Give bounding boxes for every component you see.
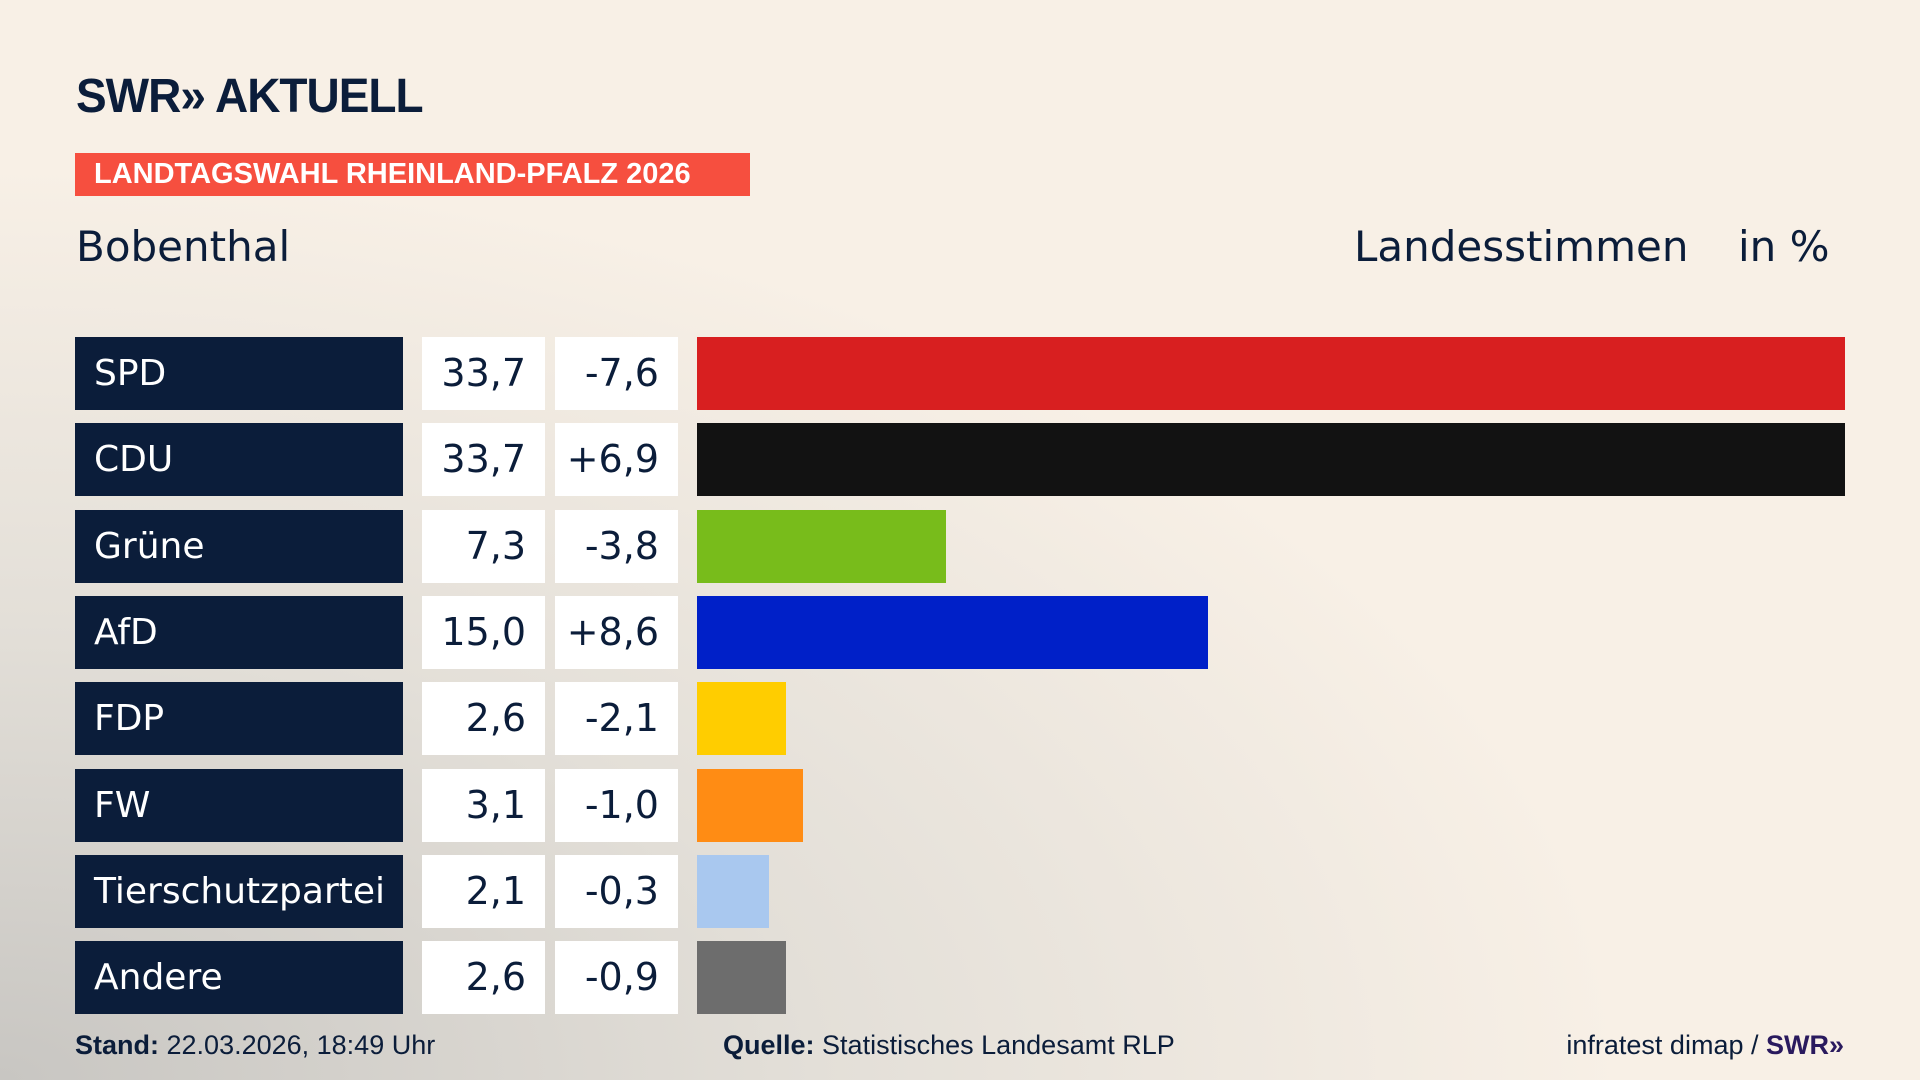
vote-share: 2,6 [422, 941, 545, 1015]
party-label: CDU [75, 423, 403, 497]
party-label: FDP [75, 682, 403, 756]
vote-share: 15,0 [422, 595, 545, 669]
unit-label: in % [1738, 222, 1830, 271]
vote-bar [697, 509, 946, 583]
party-label: Tierschutzpartei [75, 854, 403, 928]
vote-share: 2,6 [422, 682, 545, 756]
party-label: FW [75, 768, 403, 842]
swr-aktuell-logo: SWR» AKTUELL [76, 67, 424, 123]
party-label: Andere [75, 941, 403, 1015]
vote-bar [697, 682, 786, 756]
vote-change: -0,3 [555, 854, 678, 928]
stand-label: Stand: [75, 1030, 159, 1060]
vote-bar [697, 423, 1845, 497]
party-label: AfD [75, 595, 403, 669]
vote-change: +8,6 [555, 595, 678, 669]
vote-change: -3,8 [555, 509, 678, 583]
party-row: SPD 33,7 -7,6 [75, 337, 1855, 410]
vote-bar [697, 941, 786, 1015]
place-title: Bobenthal [76, 222, 291, 271]
election-banner: LANDTAGSWAHL RHEINLAND-PFALZ 2026 [75, 153, 750, 196]
vote-share: 7,3 [422, 509, 545, 583]
vote-share: 2,1 [422, 854, 545, 928]
vote-bar [697, 854, 769, 928]
source-label: Quelle: [723, 1030, 815, 1060]
credit: infratest dimap / SWR» [1566, 1030, 1844, 1061]
vote-bar [697, 595, 1208, 669]
party-label: Grüne [75, 509, 403, 583]
party-row: AfD 15,0 +8,6 [75, 595, 1855, 669]
vote-change: +6,9 [555, 423, 678, 497]
source-value: Statistisches Landesamt RLP [822, 1030, 1175, 1060]
party-row: CDU 33,7 +6,9 [75, 423, 1855, 497]
vote-change: -0,9 [555, 941, 678, 1015]
party-row: FDP 2,6 -2,1 [75, 682, 1855, 756]
credit-text: infratest dimap / [1566, 1030, 1766, 1060]
vote-share: 33,7 [422, 337, 545, 410]
stand-value: 22.03.2026, 18:49 Uhr [166, 1030, 436, 1060]
vote-change: -7,6 [555, 337, 678, 410]
vote-change: -2,1 [555, 682, 678, 756]
swr-brand: SWR» [1765, 1030, 1844, 1060]
vote-bar [697, 337, 1845, 410]
vote-change: -1,0 [555, 768, 678, 842]
source: Quelle: Statistisches Landesamt RLP [723, 1030, 1175, 1061]
vote-bar [697, 768, 803, 842]
vote-share: 33,7 [422, 423, 545, 497]
vote-share: 3,1 [422, 768, 545, 842]
timestamp: Stand: 22.03.2026, 18:49 Uhr [75, 1030, 435, 1061]
party-row: Andere 2,6 -0,9 [75, 941, 1855, 1015]
party-row: FW 3,1 -1,0 [75, 768, 1855, 842]
party-label: SPD [75, 337, 403, 410]
party-row: Tierschutzpartei 2,1 -0,3 [75, 854, 1855, 928]
metric-label: Landesstimmen [1354, 222, 1689, 271]
party-row: Grüne 7,3 -3,8 [75, 509, 1855, 583]
